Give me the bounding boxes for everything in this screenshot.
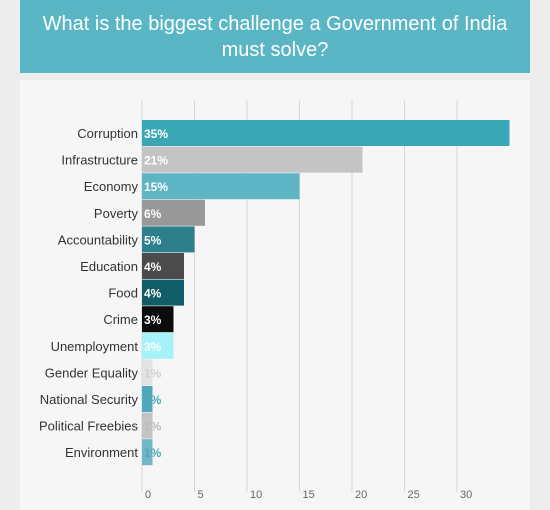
value-label-economy: 15%	[144, 180, 168, 194]
category-label-poverty: Poverty	[94, 206, 139, 221]
value-label-education: 4%	[144, 260, 162, 274]
category-label-corruption: Corruption	[77, 126, 138, 141]
category-label-crime: Crime	[103, 312, 138, 327]
bar-national-security	[142, 386, 153, 412]
category-label-infrastructure: Infrastructure	[61, 153, 138, 168]
bar-unemployment	[142, 332, 174, 359]
x-tick-label-30: 30	[460, 489, 472, 501]
category-label-political-freebies: Political Freebies	[39, 419, 138, 434]
category-label-accountability: Accountability	[58, 232, 139, 247]
bar-accountability	[142, 226, 195, 253]
bar-chart: Corruption 35% Infrastructure 21% Economy 15%…	[39, 100, 510, 501]
category-label-education: Education	[80, 259, 138, 274]
category-label-gender-equality: Gender Equality	[45, 365, 139, 380]
value-label-corruption: 35%	[144, 127, 168, 141]
value-label-gender-equality: 1%	[144, 366, 162, 380]
category-label-unemployment: Unemployment	[51, 339, 139, 354]
bar-political-freebies	[142, 412, 153, 439]
chart-title-bar: What is the biggest challenge a Governme…	[20, 0, 530, 73]
category-label-economy: Economy	[84, 179, 139, 194]
bar-economy	[142, 173, 300, 200]
bar-corruption	[142, 120, 510, 146]
value-label-food: 4%	[144, 287, 162, 301]
x-tick-label-20: 20	[355, 489, 367, 501]
category-label-food: Food	[108, 286, 138, 301]
bar-infrastructure	[142, 146, 363, 173]
value-label-environment: 1%	[144, 446, 162, 460]
chart-panel: Corruption 35% Infrastructure 21% Economy 15%…	[20, 80, 530, 510]
bar-crime	[142, 306, 174, 333]
value-label-crime: 3%	[144, 313, 162, 327]
x-tick-label-15: 15	[303, 489, 315, 501]
category-label-national-security: National Security	[40, 392, 139, 407]
category-label-environment: Environment	[65, 445, 138, 460]
value-label-unemployment: 3%	[144, 340, 162, 354]
bar-poverty	[142, 199, 205, 226]
x-tick-label-5: 5	[198, 489, 204, 501]
bar-gender-equality	[142, 359, 153, 386]
x-tick-label-0: 0	[145, 489, 151, 501]
value-label-poverty: 6%	[144, 207, 162, 221]
value-label-accountability: 5%	[144, 233, 162, 247]
value-label-national-security: 1%	[144, 393, 162, 407]
bar-education	[142, 253, 184, 279]
x-tick-label-10: 10	[250, 489, 262, 501]
chart-title: What is the biggest challenge a Governme…	[42, 13, 508, 61]
value-label-political-freebies: 1%	[144, 420, 162, 434]
value-label-infrastructure: 21%	[144, 154, 168, 168]
bar-food	[142, 279, 184, 306]
bars: Corruption 35% Infrastructure 21% Economy 15%…	[39, 120, 510, 466]
bar-environment	[142, 439, 153, 466]
x-tick-label-25: 25	[408, 489, 420, 501]
x-axis-ticks: 0 5 10 15 20 25 30	[145, 489, 472, 501]
